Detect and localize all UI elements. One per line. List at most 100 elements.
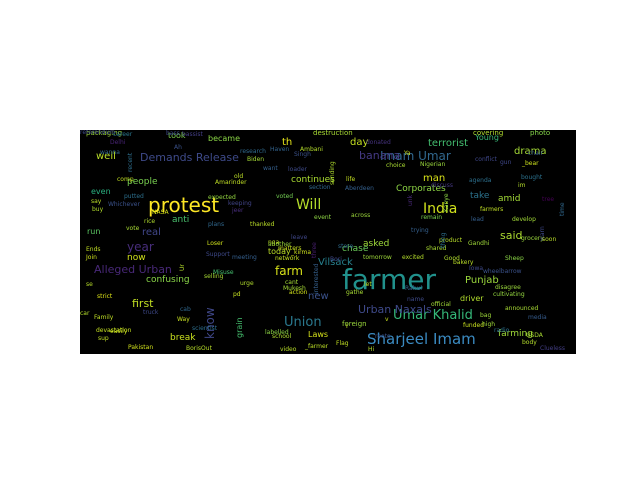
word-cloud-word: terrorist	[428, 138, 469, 149]
word-cloud-word: Vilsack	[318, 257, 353, 268]
word-cloud: farmer protest Sharjeel Imam Umar Khalid Uni…	[80, 130, 576, 354]
word-cloud-word: today	[268, 247, 291, 256]
word-cloud-word: Pakistan	[128, 344, 154, 351]
word-cloud-word: Imam Umar	[380, 149, 451, 163]
word-cloud-word: farm	[275, 264, 303, 278]
word-cloud-word: Ur	[179, 264, 186, 271]
word-cloud-word: funded	[463, 322, 485, 329]
word-cloud-word: buy	[92, 206, 104, 213]
word-cloud-word: Mukesh	[283, 285, 306, 292]
word-cloud-word: Alleged Urban	[94, 263, 172, 276]
word-cloud-word: sending	[329, 161, 336, 185]
word-cloud-word: devastation	[96, 327, 132, 334]
word-cloud-word: agenda	[469, 177, 492, 184]
word-cloud-word: well	[96, 151, 116, 162]
word-cloud-word: BorisOut	[186, 345, 212, 352]
word-cloud-word: section	[309, 184, 331, 191]
word-cloud-word: farming	[498, 329, 533, 339]
word-cloud-word: continues	[291, 175, 335, 185]
word-cloud-word: interested	[313, 263, 320, 294]
word-cloud-word: rice	[144, 218, 156, 225]
word-cloud-word: Kanye	[443, 193, 450, 212]
word-cloud-word: thing	[440, 232, 447, 248]
word-cloud-word: develop	[512, 216, 536, 223]
word-cloud-word: v	[385, 316, 389, 323]
word-cloud-word: excited	[402, 254, 424, 261]
word-cloud-word: expected	[208, 194, 236, 201]
word-cloud-word: Punjab	[465, 275, 499, 286]
word-cloud-word: take	[470, 191, 490, 201]
word-cloud-word: lead	[471, 216, 484, 223]
word-cloud-word: sup	[98, 335, 109, 342]
word-cloud-word: recent	[127, 152, 134, 172]
word-cloud-word: Misuse	[213, 269, 234, 276]
word-cloud-word: say	[91, 198, 102, 205]
word-cloud-word: became	[208, 134, 241, 143]
word-cloud-word: plans	[208, 221, 225, 228]
word-cloud-word: Nigerian	[420, 161, 446, 168]
word-cloud-word: confusing	[146, 275, 190, 285]
word-cloud-word: year	[127, 240, 154, 254]
word-cloud-word: I	[346, 323, 348, 330]
word-cloud-word: life	[346, 176, 356, 183]
word-cloud-word: loader	[288, 166, 307, 173]
word-cloud-word: leave	[291, 234, 308, 241]
word-cloud-word: choice	[386, 162, 406, 169]
word-cloud-word: grain	[235, 317, 244, 338]
word-cloud-word: grocery	[521, 235, 544, 242]
word-cloud-word: labelled	[265, 329, 289, 336]
word-cloud-word: time	[559, 202, 566, 216]
word-cloud-word: covering	[473, 130, 504, 137]
word-cloud-word: bag	[480, 312, 492, 319]
word-cloud-word: three	[311, 242, 318, 258]
word-cloud-word: gun	[500, 159, 512, 166]
word-cloud-word: putted	[124, 193, 144, 200]
word-cloud-word: Singh	[294, 151, 311, 158]
word-cloud-word: conflict	[475, 156, 497, 163]
word-cloud-word: Young	[475, 133, 499, 142]
word-cloud-word: media	[528, 314, 547, 321]
word-cloud-word: foreign	[342, 320, 367, 328]
word-cloud-word: Loser	[207, 240, 224, 247]
word-cloud-word: took	[168, 131, 186, 140]
word-cloud-word: break	[170, 333, 196, 343]
word-cloud-word: drama	[514, 146, 547, 157]
word-cloud-word: chair	[528, 150, 543, 157]
word-cloud-word: bassist	[182, 131, 203, 138]
word-cloud-word: Delhi	[110, 139, 126, 146]
word-cloud-word: career	[113, 131, 133, 138]
word-cloud-word: Amarinder	[215, 179, 247, 186]
word-cloud-word: Corporates	[396, 184, 446, 194]
word-cloud-word: research	[240, 148, 266, 155]
word-cloud-word: let	[364, 281, 372, 288]
word-cloud-word: first	[132, 297, 154, 310]
word-cloud-word: scientist	[192, 325, 218, 332]
word-cloud-word: cab	[180, 306, 191, 313]
word-cloud-word: meeting	[232, 254, 257, 261]
word-cloud-word: NASA	[152, 209, 169, 216]
word-cloud-word: keeping	[228, 200, 252, 207]
word-cloud-word: chase	[342, 244, 369, 254]
word-cloud-word: people	[127, 177, 158, 187]
word-cloud-word: pd	[233, 291, 241, 298]
word-cloud-word: Ambani	[300, 146, 323, 153]
word-cloud-word: another	[268, 241, 292, 248]
word-cloud-word: protest	[148, 193, 220, 217]
word-cloud-word: store	[338, 243, 354, 250]
word-cloud-word: amid	[498, 194, 521, 204]
word-cloud-word: old	[234, 173, 244, 180]
word-cloud-word: packaging	[86, 130, 123, 137]
word-cloud-word: soon	[542, 236, 557, 243]
word-cloud-word: wheelbarrow	[483, 268, 522, 275]
word-cloud-word: jeer	[232, 207, 244, 214]
word-cloud-word: strict	[97, 293, 113, 300]
word-cloud-word: product	[439, 237, 463, 244]
word-cloud-word: Ah	[174, 144, 182, 151]
word-cloud-word: car	[80, 310, 90, 317]
word-cloud-word: _farmer	[305, 343, 329, 350]
word-cloud-word: India	[423, 201, 458, 217]
word-cloud-word: shared	[426, 245, 447, 252]
word-cloud-word: Family	[94, 314, 114, 321]
word-cloud-word: bass	[166, 130, 180, 137]
word-cloud-word: th	[282, 137, 293, 148]
